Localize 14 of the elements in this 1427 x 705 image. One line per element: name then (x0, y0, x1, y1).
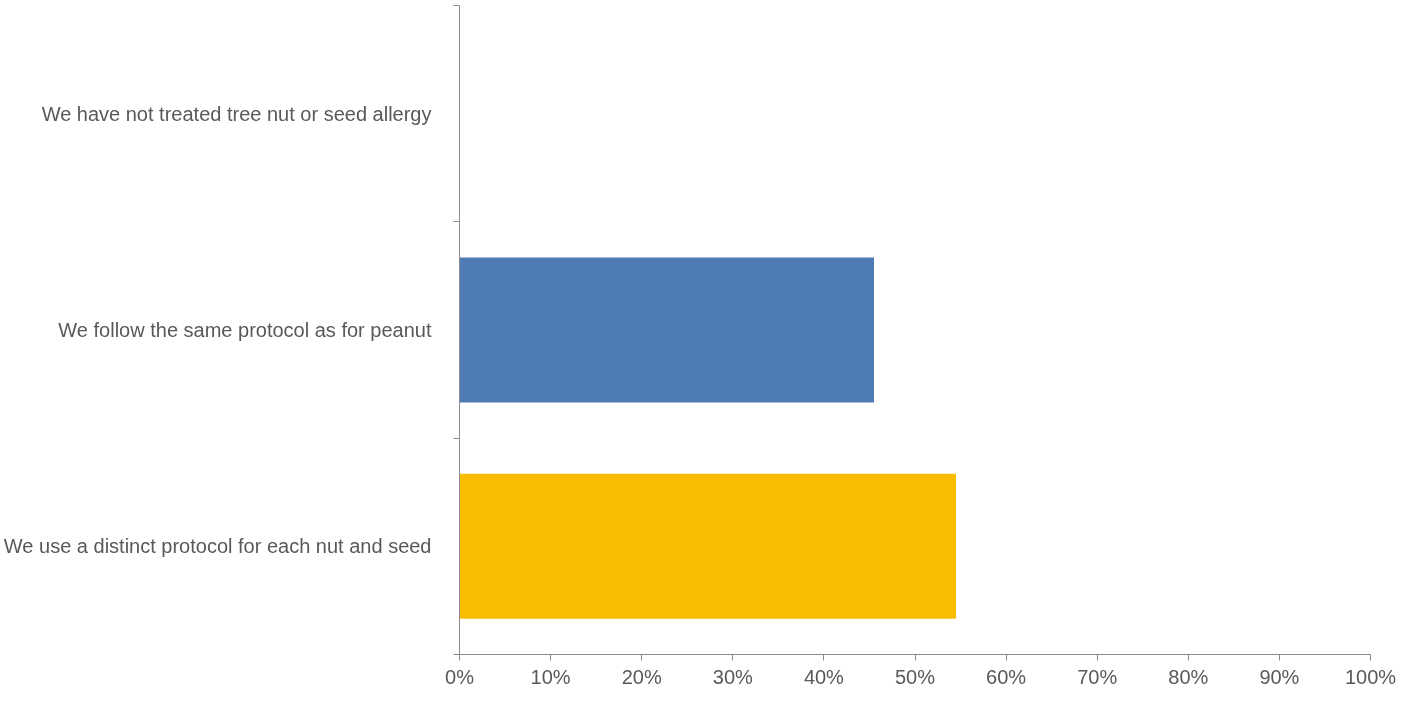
x-tick-label: 40% (803, 665, 845, 688)
y-tick-label: We have not treated tree nut or seed allergy (41, 102, 432, 125)
y-tick-label: We use a distinct protocol for each nut and seed (3, 535, 432, 558)
x-tick-label: 0% (445, 665, 475, 688)
x-tick-label: 30% (712, 665, 754, 688)
x-tick-label: 80% (1168, 665, 1209, 688)
x-tick-label: 90% (1259, 665, 1300, 688)
x-tick-label: 50% (894, 665, 936, 688)
x-tick-label: 10% (530, 665, 571, 688)
x-tick-label: 60% (986, 665, 1027, 688)
x-tick-label: 100% (1344, 665, 1397, 688)
x-tick-label: 20% (621, 665, 662, 688)
x-tick-label: 70% (1077, 665, 1118, 688)
y-tick-label: We follow the same protocol as for peanut (58, 319, 432, 341)
